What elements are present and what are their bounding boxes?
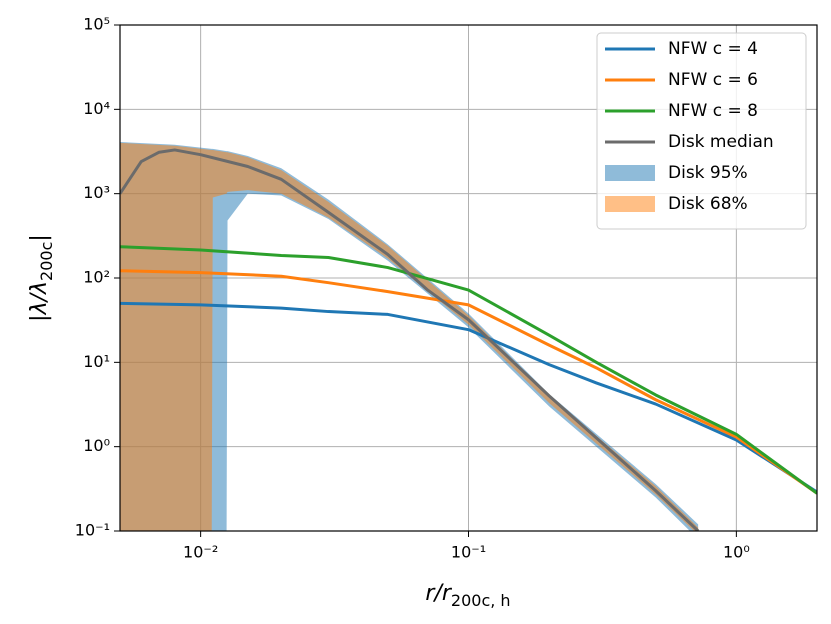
legend-swatch — [605, 196, 655, 212]
x-label-sub: 200c, h — [451, 591, 511, 610]
legend-label: Disk median — [668, 132, 774, 152]
x-tick-label: 10⁻¹ — [451, 543, 486, 562]
y-tick-label: 10⁵ — [83, 15, 110, 34]
y-label-sub: 200c — [37, 242, 56, 281]
x-tick-label: 10⁰ — [723, 543, 750, 562]
series-line — [120, 245, 817, 495]
y-label-end: | — [27, 234, 52, 241]
series-line — [120, 269, 817, 495]
legend-swatch — [605, 165, 655, 181]
y-axis-label: |λ/λ200c| — [27, 234, 56, 322]
x-tick-label: 10⁻² — [183, 543, 218, 562]
y-tick-label: 10⁴ — [83, 99, 110, 118]
x-axis-label: r/r200c, h — [425, 581, 510, 610]
legend: NFW c = 4 NFW c = 6 NFW c = 8 Disk median Di… — [596, 32, 807, 230]
y-tick-label: 10³ — [83, 183, 110, 202]
y-label-main: |λ/λ — [27, 281, 52, 322]
band-area — [120, 142, 699, 531]
y-tick-label: 10⁰ — [83, 436, 110, 455]
y-tick-label: 10² — [83, 268, 110, 287]
legend-label: NFW c = 6 — [668, 70, 758, 90]
y-tick-label: 10⁻¹ — [75, 521, 110, 540]
y-tick-label: 10¹ — [83, 352, 110, 371]
series-line — [120, 301, 817, 494]
legend-label: NFW c = 4 — [668, 39, 758, 59]
x-label-main: r/r — [425, 581, 452, 606]
legend-label: Disk 95% — [668, 163, 748, 183]
legend-label: NFW c = 8 — [668, 101, 758, 121]
axes: 10⁻² 10⁻¹ 10⁰ 10⁻¹ 10⁰ 10¹ 10² 10³ 10⁴ 10⁵ — [75, 15, 750, 562]
lines — [120, 148, 817, 531]
legend-label: Disk 68% — [668, 194, 748, 214]
series-line — [120, 148, 700, 531]
bands — [120, 141, 699, 531]
